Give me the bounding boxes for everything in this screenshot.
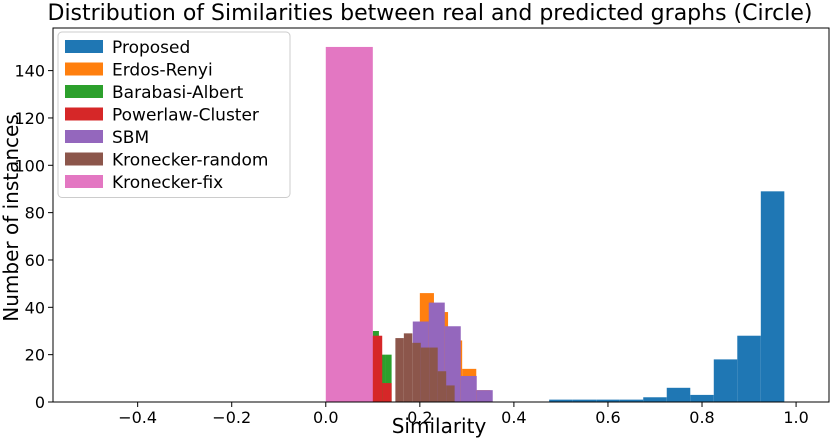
legend-swatch [65,107,103,121]
legend-label: SBM [112,128,149,148]
histogram-bar [549,399,573,402]
histogram-bar [385,354,392,402]
x-tick-label: 0.4 [501,408,526,427]
histogram-bar [619,399,644,402]
chart-title: Distribution of Similarities between rea… [48,1,813,26]
y-tick-label: 20 [25,346,45,365]
x-tick-label: −0.2 [212,408,251,427]
y-axis: 0 20 40 60 80 100 120 140 [14,62,53,412]
histogram-bar [395,338,404,402]
legend-label: Powerlaw-Cluster [112,106,259,126]
legend-swatch [65,130,103,143]
histogram-bar [572,399,597,402]
histogram-bar [444,326,461,402]
histogram-bar [643,397,667,402]
x-tick-label: 0.0 [313,408,338,427]
y-tick-label: 0 [35,393,45,412]
series-proposed [549,191,785,402]
histogram-bar [476,390,493,402]
legend-swatch [65,152,103,166]
legend-label: Erdos-Renyi [112,61,213,81]
plot-area [52,27,830,403]
histogram-bar [596,399,620,402]
histogram-bar [460,375,477,402]
histogram-bar [403,333,413,402]
plot-frame [52,27,830,403]
histogram-bar [420,347,430,402]
legend-swatch [65,85,103,98]
histogram-bar [429,347,438,402]
y-tick-label: 140 [14,62,45,81]
series-kronecker-random [395,333,455,402]
histogram-bar [325,46,373,402]
legend-label: Kronecker-fix [112,173,223,193]
histogram-bar [412,342,421,402]
legend-swatch [65,62,103,76]
series-powerlaw-cluster [371,335,392,402]
y-tick-label: 80 [25,204,45,223]
x-axis: −0.4 −0.2 0.0 0.2 0.4 0.6 0.8 1.0 [118,402,809,427]
legend-label: Kronecker-random [112,151,268,171]
histogram-bar [760,191,785,402]
histogram-bar [382,383,392,402]
x-tick-label: −0.4 [118,408,157,427]
histogram-bar [690,394,714,402]
histogram-bar [713,359,738,402]
series-kronecker-fix [325,46,373,402]
histogram-bar [737,335,761,402]
histogram-bars [325,46,785,402]
histogram-bar [437,371,447,402]
legend-swatch [65,175,103,188]
y-tick-label: 120 [14,109,45,128]
x-tick-label: 0.6 [595,408,620,427]
legend-label: Barabasi-Albert [112,83,244,103]
y-tick-label: 100 [14,156,45,175]
x-tick-label: 0.8 [689,408,714,427]
legend-swatch [65,40,103,53]
y-axis-title: Number of instances [0,114,23,321]
legend-label: Proposed [112,38,190,58]
x-tick-label: 1.0 [783,408,808,427]
y-tick-label: 60 [25,251,45,270]
histogram-bar [666,387,691,402]
y-tick-label: 40 [25,298,45,317]
legend-box [57,31,291,198]
x-axis-title: Similarity [392,414,487,438]
histogram-bar [371,335,383,402]
histogram-bar [446,385,455,402]
x-tick-label: 0.2 [407,408,432,427]
